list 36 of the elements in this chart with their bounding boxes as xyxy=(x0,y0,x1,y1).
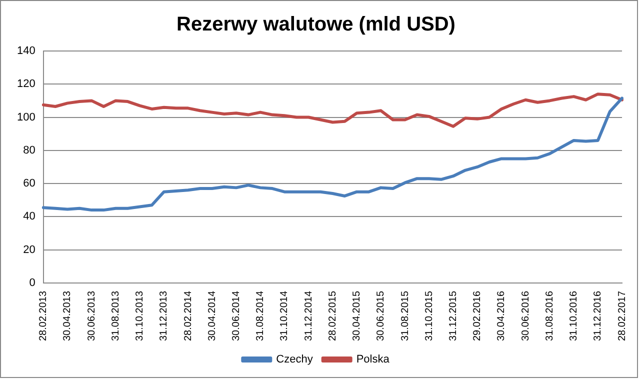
x-tick-label: 30.06.2016 xyxy=(520,290,532,342)
x-tick-label: 30.04.2016 xyxy=(496,290,508,342)
x-tick-label: 31.10.2015 xyxy=(424,290,435,342)
x-tick-label: 30.04.2013 xyxy=(62,290,74,342)
x-tick-label: 30.06.2013 xyxy=(86,290,98,342)
x-tick-label: 31.12.2016 xyxy=(592,290,604,342)
x-tick-label: 31.08.2016 xyxy=(544,290,556,342)
x-tick-label: 28.02.2014 xyxy=(182,290,194,342)
x-tick-label: 28.02.2017 xyxy=(616,290,628,342)
x-tick-label: 31.10.2013 xyxy=(134,290,146,342)
x-tick-label: 31.08.2014 xyxy=(255,290,266,342)
legend-label: Czechy xyxy=(276,354,314,366)
y-tick-label: 120 xyxy=(16,78,36,90)
y-tick-label: 140 xyxy=(16,45,36,58)
y-tick-label: 100 xyxy=(16,111,36,124)
x-tick-label: 31.12.2015 xyxy=(448,290,459,342)
y-tick-label: 20 xyxy=(23,244,36,256)
y-tick-label: 60 xyxy=(23,178,36,190)
x-tick-label: 31.12.2013 xyxy=(158,290,170,342)
x-tick-label: 28.02.2013 xyxy=(38,290,50,342)
x-tick-label: 30.04.2015 xyxy=(352,290,363,342)
x-tick-label: 30.04.2014 xyxy=(206,290,218,342)
y-tick-label: 0 xyxy=(29,276,36,289)
x-tick-label: 30.06.2014 xyxy=(230,290,242,342)
x-tick-label: 29.02.2016 xyxy=(472,290,484,342)
x-tick-label: 31.12.2014 xyxy=(303,290,314,342)
x-tick-label: 31.08.2013 xyxy=(110,290,122,342)
x-tick-label: 31.08.2015 xyxy=(400,290,411,342)
x-tick-label: 31.10.2016 xyxy=(568,290,580,342)
x-tick-label: 28.02.2015 xyxy=(327,290,338,342)
legend-label: Polska xyxy=(356,354,390,366)
x-tick-label: 30.06.2015 xyxy=(376,290,387,342)
x-tick-label: 31.10.2014 xyxy=(279,290,290,342)
y-tick-label: 40 xyxy=(23,210,36,223)
y-tick-label: 80 xyxy=(23,144,36,156)
chart-title: Rezerwy walutowe (mld USD) xyxy=(176,14,456,36)
